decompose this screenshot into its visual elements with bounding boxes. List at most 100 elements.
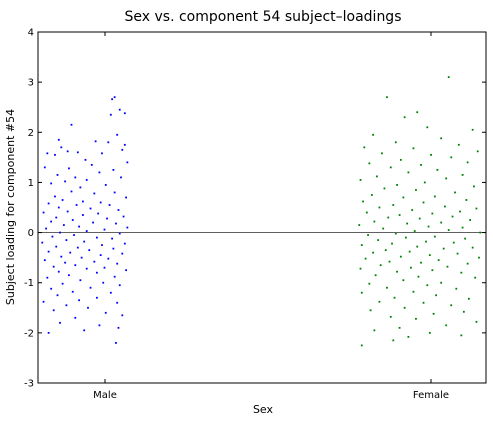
data-point-female xyxy=(461,174,464,176)
data-point-female xyxy=(454,191,456,194)
data-point-female xyxy=(420,261,422,264)
data-point-male xyxy=(68,274,70,277)
chart-title: Sex vs. component 54 subject–loadings xyxy=(125,9,402,25)
data-point-female xyxy=(399,255,402,258)
data-point-female xyxy=(436,168,439,171)
data-point-male xyxy=(107,257,110,260)
data-point-female xyxy=(471,246,474,249)
data-point-female xyxy=(476,150,479,153)
data-point-male xyxy=(125,269,127,272)
data-point-female xyxy=(386,286,388,289)
data-point-male xyxy=(80,256,83,259)
data-point-female xyxy=(404,236,407,239)
data-point-male xyxy=(42,211,45,214)
data-point-male xyxy=(55,216,58,219)
data-point-female xyxy=(403,116,406,119)
data-point-female xyxy=(359,179,362,181)
data-point-female xyxy=(433,195,436,198)
data-point-female xyxy=(389,166,392,169)
data-point-male xyxy=(122,215,125,218)
data-point-female xyxy=(431,269,434,272)
data-point-female xyxy=(407,335,410,338)
data-point-female xyxy=(381,152,383,155)
data-point-male xyxy=(46,152,49,155)
data-point-male xyxy=(98,171,101,174)
data-point-female xyxy=(416,245,419,248)
data-point-female xyxy=(412,290,415,293)
data-point-male xyxy=(103,228,106,231)
data-point-male xyxy=(65,304,68,307)
data-point-female xyxy=(412,147,415,150)
data-point-female xyxy=(467,297,470,300)
data-point-female xyxy=(393,296,396,299)
data-point-female xyxy=(460,334,463,337)
y-tick-label: -1 xyxy=(24,278,34,289)
y-tick-label: 0 xyxy=(28,228,34,239)
data-point-female xyxy=(479,231,482,234)
data-point-male xyxy=(118,284,121,287)
data-point-male xyxy=(88,249,91,252)
data-point-female xyxy=(423,181,426,184)
data-point-male xyxy=(116,301,119,304)
data-point-male xyxy=(46,276,49,279)
data-point-female xyxy=(360,344,363,347)
data-point-female xyxy=(466,262,469,265)
data-point-male xyxy=(109,291,112,294)
data-point-male xyxy=(118,232,121,235)
data-point-male xyxy=(70,190,73,193)
data-point-female xyxy=(465,199,468,201)
data-point-female xyxy=(372,133,375,136)
data-point-male xyxy=(120,176,122,179)
data-point-male xyxy=(95,236,98,239)
data-point-female xyxy=(426,284,429,287)
data-point-male xyxy=(107,141,110,144)
data-point-female xyxy=(374,274,377,277)
data-point-female xyxy=(394,141,397,144)
data-point-male xyxy=(56,174,59,176)
data-point-female xyxy=(398,214,401,216)
data-point-male xyxy=(92,221,94,224)
data-point-male xyxy=(112,168,115,171)
data-point-female xyxy=(475,207,478,210)
data-point-male xyxy=(57,270,60,273)
data-point-male xyxy=(118,108,121,111)
data-point-female xyxy=(376,175,378,178)
data-point-male xyxy=(93,192,96,195)
data-point-male xyxy=(57,138,60,141)
data-point-female xyxy=(386,96,388,99)
data-point-male xyxy=(71,290,74,293)
data-point-female xyxy=(392,204,395,206)
data-point-female xyxy=(457,143,460,146)
data-point-male xyxy=(123,112,126,115)
data-point-male xyxy=(78,299,80,302)
data-point-male xyxy=(66,150,69,153)
data-point-male xyxy=(98,324,101,327)
x-tick-label: Male xyxy=(93,390,117,401)
data-point-female xyxy=(396,184,398,186)
data-point-male xyxy=(66,210,69,213)
data-point-female xyxy=(378,206,381,209)
data-point-female xyxy=(447,229,450,231)
data-point-male xyxy=(116,133,119,136)
data-point-female xyxy=(446,265,449,268)
data-point-female xyxy=(478,256,480,259)
data-point-female xyxy=(358,224,361,226)
data-point-female xyxy=(413,230,416,232)
data-point-female xyxy=(460,271,463,274)
data-point-male xyxy=(76,151,79,154)
data-point-male xyxy=(50,182,53,185)
data-point-female xyxy=(363,146,366,149)
data-point-male xyxy=(113,96,116,99)
data-point-male xyxy=(102,281,105,284)
data-point-male xyxy=(115,341,117,344)
data-point-female xyxy=(445,324,448,327)
data-point-male xyxy=(75,204,78,206)
data-point-female xyxy=(473,185,475,188)
data-point-male xyxy=(61,199,64,201)
data-point-male xyxy=(45,227,47,230)
data-point-female xyxy=(451,215,454,218)
data-point-female xyxy=(440,221,443,224)
data-point-male xyxy=(54,195,56,198)
data-point-female xyxy=(407,171,410,174)
